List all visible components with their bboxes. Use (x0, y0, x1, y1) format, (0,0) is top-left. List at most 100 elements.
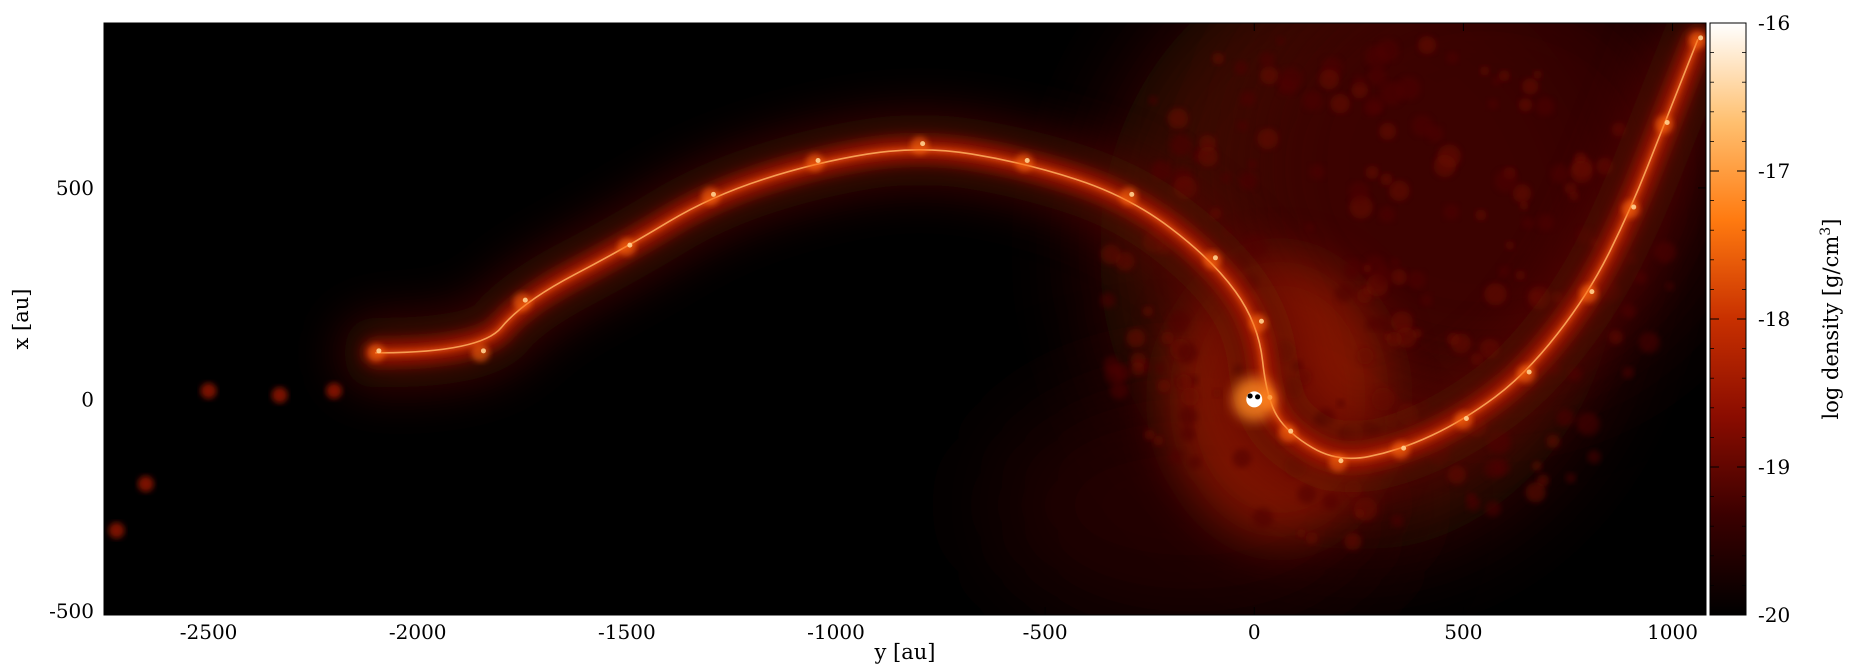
envelope-clump (1243, 234, 1268, 259)
x-tick-label: -1000 (807, 620, 865, 644)
envelope-clump (1305, 222, 1315, 233)
envelope-clump (1212, 52, 1225, 65)
colorbar-ticks: -20 -19 -18 -17 -16 (1710, 11, 1790, 627)
envelope-clump (1433, 154, 1457, 178)
envelope-clump (1276, 36, 1285, 45)
envelope-clump (1197, 146, 1218, 167)
arm-clump (1015, 153, 1034, 172)
envelope-clump (1363, 264, 1372, 273)
envelope-clump (1354, 74, 1365, 86)
colorbar-label: log density [g/cm3] (1818, 219, 1843, 420)
arm-clump (617, 238, 636, 257)
arm-clump (1621, 200, 1640, 219)
tail-clump (326, 382, 343, 399)
spiral-arm (108, 23, 1706, 539)
envelope-clump (1237, 120, 1248, 132)
x-tick-label: -2500 (180, 620, 238, 644)
envelope-clump (1356, 347, 1374, 365)
envelope-clump (1465, 492, 1476, 502)
x-tick-label: 500 (1444, 620, 1482, 644)
envelope-clump (1105, 365, 1125, 385)
envelope-clump (1372, 103, 1383, 113)
envelope-clump (1498, 265, 1510, 278)
envelope-clump (1319, 69, 1340, 90)
envelope-clump (1110, 381, 1129, 400)
envelope-clump (1386, 331, 1402, 348)
arm-clump (471, 343, 490, 362)
envelope-clump (1518, 97, 1533, 112)
envelope-clump (1356, 288, 1373, 304)
arm-knot (627, 242, 633, 248)
colorbar-tick-label: -19 (1758, 455, 1790, 479)
envelope-clump (1525, 482, 1546, 503)
envelope-clump (1379, 122, 1397, 140)
tail-clump (271, 387, 288, 404)
arm-clump (1454, 411, 1473, 430)
arm-knot (376, 348, 382, 354)
envelope-clump (1378, 206, 1396, 223)
x-tick-label: 0 (1248, 620, 1261, 644)
arm-knot (1664, 119, 1670, 125)
envelope-clump (1576, 412, 1600, 436)
envelope-clump (1390, 268, 1407, 286)
envelope-clump (1521, 78, 1539, 95)
arm-knot (815, 158, 821, 164)
envelope-clump (1153, 435, 1164, 446)
arm-knot (1526, 369, 1532, 375)
central-source (1232, 377, 1277, 422)
envelope-clump (1257, 128, 1279, 150)
envelope-clump (1365, 165, 1379, 180)
envelope-clump (1144, 429, 1155, 441)
envelope-clump (1100, 244, 1122, 265)
arm-clump (1203, 250, 1222, 269)
envelope-clump (1380, 173, 1393, 186)
envelope-clump (1608, 330, 1623, 345)
arm-clump (910, 136, 929, 155)
envelope-clump (1148, 95, 1158, 105)
envelope-clump (1379, 81, 1404, 106)
colorbar-tick-label: -17 (1758, 159, 1790, 183)
y-axis: -500 0 500 (49, 176, 1706, 623)
envelope-clump (1521, 216, 1534, 230)
density-layer (108, 23, 1706, 615)
arm-knot (1258, 318, 1264, 324)
envelope-clump (1550, 164, 1570, 184)
envelope-clump (1565, 472, 1577, 484)
arm-crest (375, 39, 1699, 460)
envelope-clump (1169, 449, 1184, 464)
colorbar-label-sup: 3 (1818, 227, 1834, 236)
envelope-clump (1376, 39, 1400, 62)
arm-knot (711, 191, 717, 197)
envelope-clump (1621, 304, 1636, 319)
envelope-clump (1587, 450, 1601, 464)
envelope-clump (1166, 310, 1191, 334)
envelope-clump (1330, 93, 1350, 114)
x-tick-label: -2000 (389, 620, 447, 644)
envelope-clump (1188, 456, 1202, 469)
envelope-clump (1498, 70, 1510, 82)
y-tick-label: 0 (81, 387, 94, 411)
arm-clump (1579, 284, 1598, 303)
envelope-clump (1305, 531, 1318, 545)
envelope-clump (1178, 406, 1198, 426)
y-tick-label: 500 (56, 176, 94, 200)
envelope-clump (1505, 241, 1515, 250)
envelope-clump (1491, 76, 1502, 86)
envelope-clump (1180, 387, 1200, 406)
envelope-clump (1396, 327, 1417, 348)
arm-knot (1401, 445, 1407, 451)
core-bright (1246, 391, 1263, 408)
y-axis-label: x [au] (9, 289, 33, 350)
envelope-clump (1634, 271, 1647, 284)
envelope-clump (1100, 292, 1116, 308)
colorbar-tick-label: -16 (1758, 11, 1790, 35)
envelope-clump (1390, 257, 1400, 268)
envelope-clump (1546, 434, 1560, 449)
arm-knot (1024, 158, 1030, 164)
arm-knot (1589, 289, 1595, 295)
envelope-clump (1297, 484, 1317, 504)
envelope-clump (1519, 200, 1529, 210)
envelope-clump (1344, 532, 1362, 551)
envelope-clump (1161, 331, 1175, 345)
